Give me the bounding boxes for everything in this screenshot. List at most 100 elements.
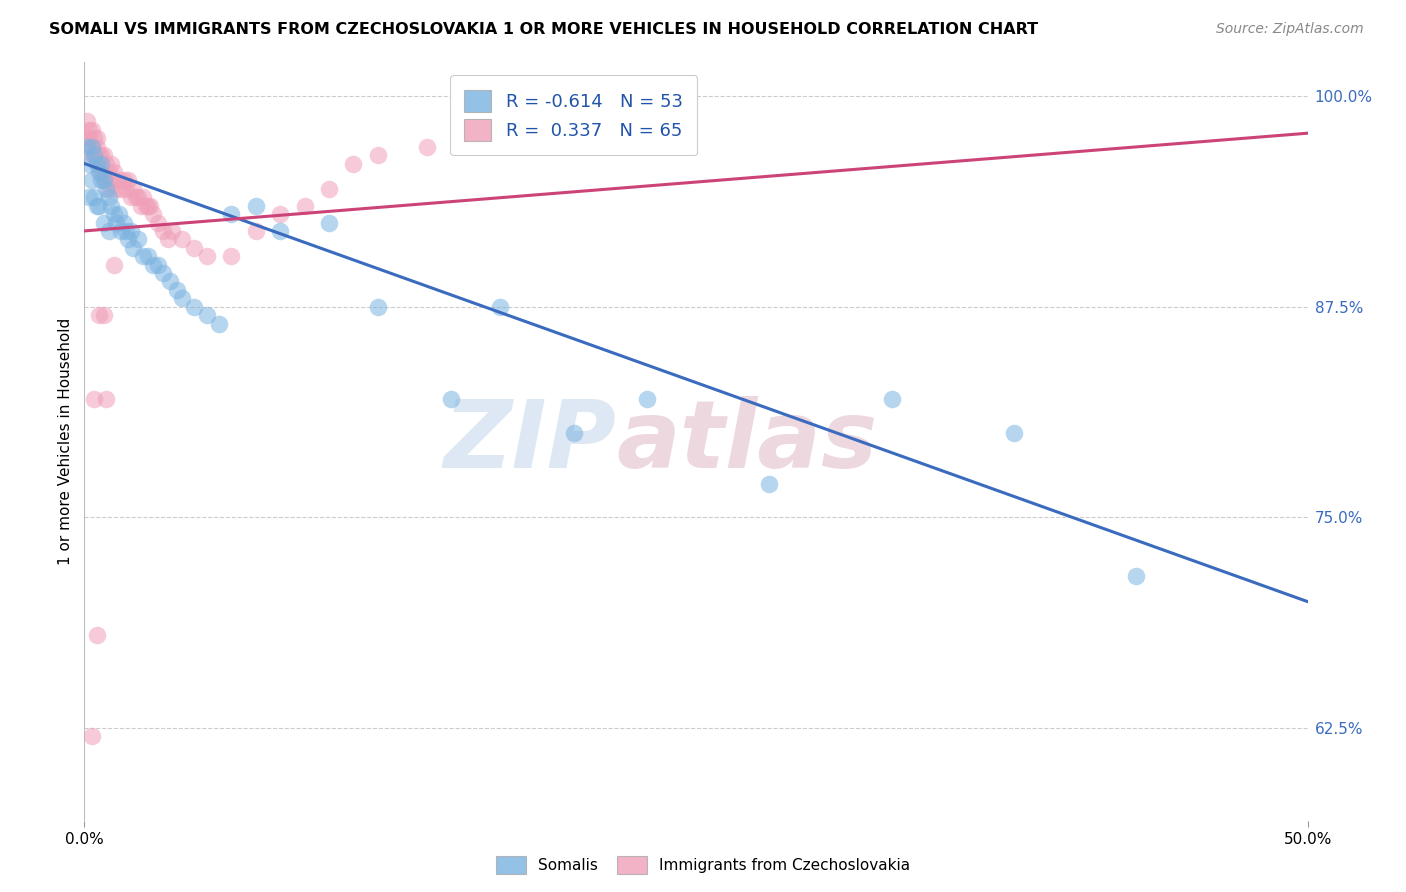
Point — [162, 224, 184, 238]
Point — [96, 182, 118, 196]
Text: Source: ZipAtlas.com: Source: ZipAtlas.com — [1216, 22, 1364, 37]
Point — [83, 392, 105, 407]
Point — [142, 258, 165, 272]
Point — [195, 308, 218, 322]
Point — [318, 215, 340, 229]
Point — [83, 148, 105, 162]
Point — [367, 300, 389, 314]
Point — [146, 258, 169, 272]
Point — [1125, 569, 1147, 583]
Point — [219, 249, 242, 263]
Point — [127, 232, 149, 246]
Point — [80, 730, 103, 744]
Text: SOMALI VS IMMIGRANTS FROM CZECHOSLOVAKIA 1 OR MORE VEHICLES IN HOUSEHOLD CORRELA: SOMALI VS IMMIGRANTS FROM CZECHOSLOVAKIA… — [49, 22, 1039, 37]
Point — [636, 392, 658, 407]
Point — [269, 224, 291, 238]
Point — [136, 199, 159, 213]
Point — [208, 317, 231, 331]
Point — [87, 156, 110, 170]
Text: ZIP: ZIP — [443, 395, 616, 488]
Point — [367, 148, 389, 162]
Point — [86, 156, 108, 170]
Point — [86, 148, 108, 162]
Point — [245, 199, 267, 213]
Point — [77, 190, 100, 204]
Point — [139, 199, 162, 213]
Text: atlas: atlas — [616, 395, 877, 488]
Point — [107, 173, 129, 187]
Point — [90, 156, 112, 170]
Point — [117, 232, 139, 246]
Point — [80, 139, 103, 153]
Point — [76, 131, 98, 145]
Point — [120, 224, 142, 238]
Point — [129, 199, 152, 213]
Point — [93, 165, 115, 179]
Point — [100, 199, 122, 213]
Point — [110, 224, 132, 238]
Point — [105, 215, 128, 229]
Point — [87, 148, 110, 162]
Point — [100, 173, 122, 187]
Point — [146, 215, 169, 229]
Point — [86, 131, 108, 145]
Point — [105, 182, 128, 196]
Point — [132, 249, 155, 263]
Point — [120, 190, 142, 204]
Point — [152, 266, 174, 280]
Point — [90, 165, 112, 179]
Point — [86, 199, 108, 213]
Point — [172, 232, 194, 246]
Point — [93, 173, 115, 187]
Point — [76, 139, 98, 153]
Point — [758, 476, 780, 491]
Point — [80, 148, 103, 162]
Point — [183, 300, 205, 314]
Point — [117, 173, 139, 187]
Point — [112, 215, 135, 229]
Point — [172, 291, 194, 305]
Point — [100, 156, 122, 170]
Point — [159, 275, 181, 289]
Point — [183, 241, 205, 255]
Point — [195, 249, 218, 263]
Point — [93, 308, 115, 322]
Point — [135, 199, 157, 213]
Point — [132, 190, 155, 204]
Point — [122, 241, 145, 255]
Point — [93, 148, 115, 162]
Point — [76, 114, 98, 128]
Point — [156, 232, 179, 246]
Point — [90, 173, 112, 187]
Point — [77, 131, 100, 145]
Point — [87, 199, 110, 213]
Point — [77, 123, 100, 137]
Point — [122, 182, 145, 196]
Point — [83, 148, 105, 162]
Point — [103, 258, 125, 272]
Point — [513, 123, 536, 137]
Point — [416, 139, 439, 153]
Y-axis label: 1 or more Vehicles in Household: 1 or more Vehicles in Household — [58, 318, 73, 566]
Point — [97, 165, 120, 179]
Point — [90, 148, 112, 162]
Legend: Somalis, Immigrants from Czechoslovakia: Somalis, Immigrants from Czechoslovakia — [489, 850, 917, 880]
Point — [562, 426, 585, 441]
Point — [125, 190, 148, 204]
Point — [489, 300, 512, 314]
Point — [245, 224, 267, 238]
Point — [152, 224, 174, 238]
Point — [80, 123, 103, 137]
Point — [342, 156, 364, 170]
Point — [440, 392, 463, 407]
Point — [83, 190, 105, 204]
Point — [83, 131, 105, 145]
Point — [96, 173, 118, 187]
Point — [115, 182, 138, 196]
Point — [87, 165, 110, 179]
Point — [880, 392, 903, 407]
Point — [115, 224, 138, 238]
Point — [97, 190, 120, 204]
Point — [96, 392, 118, 407]
Point — [77, 156, 100, 170]
